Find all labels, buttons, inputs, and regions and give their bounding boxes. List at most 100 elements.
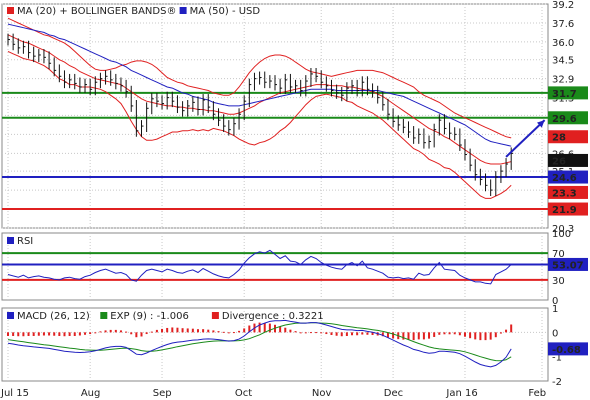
divergence-bar-97 (505, 329, 508, 333)
divergence-bar-41 (217, 331, 220, 333)
macd-signal-line (7, 322, 512, 362)
divergence-bar-69 (361, 332, 364, 335)
divergence-bar-4 (27, 332, 30, 336)
divergence-bar-30 (161, 328, 164, 333)
divergence-bar-94 (489, 332, 492, 340)
divergence-bar-38 (202, 329, 205, 333)
divergence-bar-36 (191, 328, 194, 333)
projection-arrow-shaft (505, 119, 546, 158)
divergence-bar-54 (284, 327, 287, 333)
price-level-tag-0: 31.7 (552, 89, 577, 100)
x-axis: Jul 15 Aug Sep Oct Nov Dec Jan 16 Feb (0, 388, 546, 399)
divergence-bar-83 (433, 332, 436, 337)
divergence-bar-68 (356, 332, 359, 336)
divergence-bar-28 (150, 331, 153, 333)
price-level-tag-6-bg (548, 202, 588, 216)
divergence-bar-65 (340, 332, 343, 337)
legend-swatch-0 (7, 312, 14, 319)
legend-swatch-0 (7, 7, 14, 14)
divergence-bar-13 (73, 332, 76, 336)
divergence-bar-40 (212, 330, 215, 333)
price-panel: 39.237.636.034.532.931.329.828.226.625.1… (1, 0, 588, 235)
divergence-bar-88 (458, 332, 461, 336)
price-level-tag-3-bg (548, 153, 588, 167)
divergence-bar-45 (238, 330, 241, 333)
macd-value-tag-bg (548, 342, 588, 356)
divergence-bar-87 (453, 332, 456, 335)
price-level-tag-5: 23.3 (552, 188, 577, 199)
divergence-bar-31 (166, 327, 169, 333)
divergence-bar-26 (140, 332, 143, 337)
divergence-bar-27 (145, 332, 148, 335)
rsi-y-tick-0: 100 (552, 229, 571, 240)
divergence-bar-63 (330, 332, 333, 336)
legend-swatch-1 (100, 312, 108, 319)
macd-y-tick-2: -1 (552, 353, 562, 364)
projection-arrow-head (536, 120, 545, 128)
rsi-level-tag-1-bg (548, 257, 588, 271)
macd-y-tick-3: -2 (552, 377, 562, 388)
legend-label-1: EXP (9) : -1.006 (110, 311, 189, 322)
macd-y-tick-1: 0 (552, 328, 558, 339)
divergence-bar-91 (474, 332, 477, 340)
macd-value-tag: -0.68 (552, 345, 581, 356)
divergence-bar-79 (412, 332, 415, 341)
divergence-bar-56 (294, 331, 297, 333)
price-level-tag-3: 26 (552, 156, 566, 167)
x-tick-label-6: Jan 16 (445, 388, 477, 399)
legend-swatch-1 (179, 7, 187, 14)
ma50-line (7, 23, 512, 147)
divergence-bar-84 (438, 332, 441, 335)
price-y-tick-4: 32.9 (552, 75, 574, 86)
divergence-bar-59 (309, 332, 312, 334)
divergence-bar-53 (279, 326, 282, 333)
divergence-bar-16 (89, 332, 92, 335)
divergence-bar-39 (207, 329, 210, 333)
x-tick-label-1: Aug (81, 388, 101, 399)
divergence-bar-47 (248, 325, 251, 333)
divergence-bar-95 (494, 332, 497, 338)
divergence-bar-80 (417, 332, 420, 340)
x-tick-label-2: Sep (153, 388, 172, 399)
legend-label-0: MA (20) + BOLLINGER BANDS® (17, 6, 176, 17)
divergence-bar-34 (181, 328, 184, 333)
price-y-tick-0: 39.2 (552, 0, 574, 11)
divergence-bar-77 (402, 332, 405, 340)
price-level-tag-4-bg (548, 170, 588, 184)
divergence-bar-19 (104, 330, 107, 333)
divergence-bar-96 (499, 332, 502, 334)
divergence-bar-21 (114, 329, 117, 333)
divergence-bar-3 (22, 332, 25, 337)
bollinger-upper-line (7, 17, 512, 139)
macd-y-tick-0: 1 (552, 304, 558, 315)
legend-swatch-2 (211, 312, 219, 319)
divergence-bar-57 (299, 332, 302, 334)
divergence-bar-78 (407, 332, 410, 340)
x-tick-label-7: Feb (528, 388, 546, 399)
price-level-tag-6: 21.9 (552, 205, 577, 216)
divergence-bar-7 (42, 332, 45, 336)
divergence-bar-64 (335, 332, 338, 336)
price-level-tag-1-bg (548, 111, 588, 125)
legend-label-0: RSI (17, 236, 33, 247)
divergence-bar-33 (176, 327, 179, 333)
divergence-bar-74 (386, 332, 389, 338)
price-level-tag-5-bg (548, 185, 588, 199)
divergence-bar-37 (196, 329, 199, 333)
divergence-bar-55 (289, 329, 292, 333)
divergence-bar-10 (58, 332, 61, 336)
divergence-bar-66 (345, 332, 348, 336)
divergence-bar-17 (94, 332, 97, 334)
divergence-bar-60 (315, 332, 318, 334)
divergence-bar-8 (48, 332, 51, 336)
divergence-bar-15 (84, 332, 87, 335)
divergence-bar-51 (268, 323, 271, 333)
divergence-bar-25 (135, 332, 138, 338)
divergence-bar-2 (17, 332, 20, 337)
divergence-bar-42 (222, 331, 225, 333)
divergence-bar-5 (32, 332, 35, 336)
divergence-bar-92 (479, 332, 482, 341)
divergence-bar-71 (371, 332, 374, 336)
